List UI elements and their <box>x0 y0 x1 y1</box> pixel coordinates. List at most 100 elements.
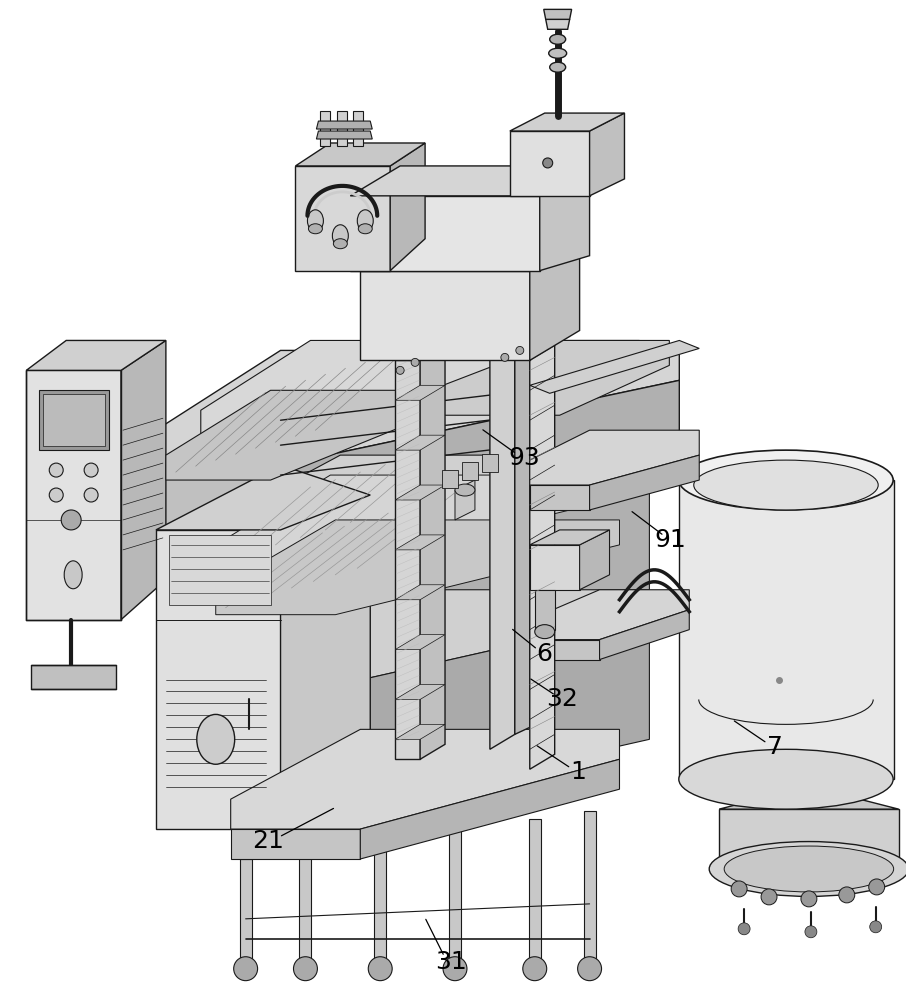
Polygon shape <box>360 271 530 360</box>
Polygon shape <box>583 811 596 959</box>
Polygon shape <box>719 809 899 869</box>
Polygon shape <box>340 480 649 699</box>
Polygon shape <box>515 338 530 734</box>
Polygon shape <box>600 610 689 660</box>
Polygon shape <box>455 480 475 520</box>
Polygon shape <box>39 390 109 450</box>
Polygon shape <box>395 535 445 550</box>
Text: 31: 31 <box>435 950 467 974</box>
Text: 93: 93 <box>508 446 540 470</box>
Ellipse shape <box>550 34 566 44</box>
Polygon shape <box>26 370 121 620</box>
Circle shape <box>761 889 777 905</box>
Ellipse shape <box>678 749 893 809</box>
Polygon shape <box>679 480 893 779</box>
Polygon shape <box>530 430 699 485</box>
Ellipse shape <box>357 210 374 232</box>
Polygon shape <box>530 485 590 510</box>
Polygon shape <box>530 530 610 545</box>
Polygon shape <box>216 520 619 615</box>
Polygon shape <box>360 759 619 859</box>
Polygon shape <box>280 380 679 530</box>
Polygon shape <box>121 340 166 620</box>
Polygon shape <box>590 455 699 510</box>
Polygon shape <box>543 9 571 19</box>
Polygon shape <box>546 19 570 29</box>
Polygon shape <box>200 555 340 699</box>
Polygon shape <box>340 615 649 809</box>
Polygon shape <box>200 340 639 440</box>
Polygon shape <box>442 470 458 488</box>
Circle shape <box>396 366 405 374</box>
Polygon shape <box>395 485 445 500</box>
Text: 6: 6 <box>536 642 552 666</box>
Ellipse shape <box>308 224 322 234</box>
Polygon shape <box>530 241 580 360</box>
Polygon shape <box>395 585 445 600</box>
Polygon shape <box>540 166 590 271</box>
Polygon shape <box>299 854 311 959</box>
Circle shape <box>522 957 547 981</box>
Polygon shape <box>200 590 649 684</box>
Polygon shape <box>337 111 347 146</box>
Circle shape <box>368 957 392 981</box>
Polygon shape <box>350 196 540 271</box>
Polygon shape <box>350 166 590 196</box>
Polygon shape <box>482 454 498 472</box>
Circle shape <box>801 891 817 907</box>
Circle shape <box>411 358 419 366</box>
Ellipse shape <box>64 561 83 589</box>
Polygon shape <box>375 837 386 959</box>
Polygon shape <box>230 729 619 829</box>
Polygon shape <box>395 635 445 650</box>
Polygon shape <box>430 340 669 415</box>
Polygon shape <box>156 465 370 530</box>
Polygon shape <box>156 465 280 530</box>
Polygon shape <box>200 684 340 809</box>
Text: 32: 32 <box>546 687 578 711</box>
Text: 7: 7 <box>766 735 783 759</box>
Polygon shape <box>395 684 445 699</box>
Polygon shape <box>156 530 280 829</box>
Polygon shape <box>530 545 580 590</box>
Circle shape <box>443 957 467 981</box>
Polygon shape <box>530 640 600 660</box>
Ellipse shape <box>535 625 555 639</box>
Circle shape <box>805 926 817 938</box>
Polygon shape <box>580 530 610 590</box>
Polygon shape <box>395 435 445 450</box>
Ellipse shape <box>549 48 567 58</box>
Circle shape <box>61 510 81 530</box>
Polygon shape <box>420 345 445 759</box>
Ellipse shape <box>709 842 907 896</box>
Polygon shape <box>216 475 619 568</box>
Circle shape <box>501 353 509 361</box>
Circle shape <box>839 887 854 903</box>
Polygon shape <box>166 390 430 480</box>
Ellipse shape <box>455 484 475 496</box>
Polygon shape <box>530 340 699 393</box>
Polygon shape <box>317 121 372 129</box>
Polygon shape <box>395 724 445 739</box>
Polygon shape <box>26 340 166 370</box>
Polygon shape <box>530 590 689 640</box>
Circle shape <box>49 463 63 477</box>
Circle shape <box>731 881 747 897</box>
Polygon shape <box>169 535 270 605</box>
Text: 91: 91 <box>655 528 687 552</box>
Polygon shape <box>719 786 899 809</box>
Polygon shape <box>32 665 116 689</box>
Ellipse shape <box>334 239 347 249</box>
Polygon shape <box>239 859 251 959</box>
Polygon shape <box>395 360 420 759</box>
Polygon shape <box>230 829 360 859</box>
Polygon shape <box>535 590 555 630</box>
Circle shape <box>234 957 258 981</box>
Circle shape <box>869 879 884 895</box>
Polygon shape <box>354 111 364 146</box>
Ellipse shape <box>678 450 893 510</box>
Ellipse shape <box>197 714 235 764</box>
Ellipse shape <box>307 210 324 232</box>
Polygon shape <box>449 829 461 959</box>
Circle shape <box>294 957 317 981</box>
